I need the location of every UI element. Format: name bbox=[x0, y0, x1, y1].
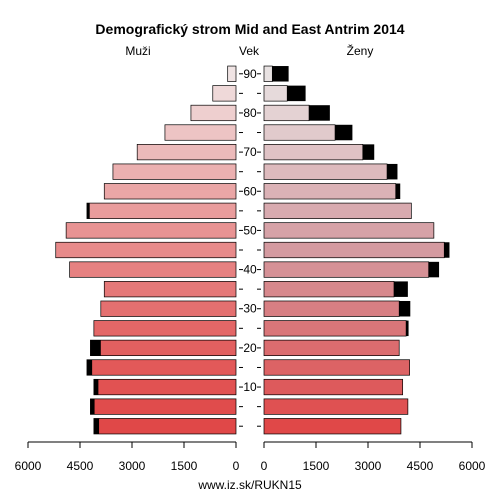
female-excess-75-79 bbox=[335, 124, 353, 141]
female-bar-15-19 bbox=[263, 359, 410, 376]
male-bar-40-44 bbox=[69, 261, 237, 278]
male-excess-10-14 bbox=[93, 379, 99, 395]
age-tick-label: 40 bbox=[243, 263, 257, 277]
age-tick-label: 30 bbox=[243, 302, 257, 316]
male-x-tick-label: 6000 bbox=[15, 459, 42, 473]
female-excess-90+ bbox=[272, 66, 289, 82]
female-bar-70-74 bbox=[263, 144, 364, 161]
female-bar-45-49 bbox=[263, 241, 445, 259]
age-tick-label: 20 bbox=[243, 341, 257, 355]
female-x-tick-label: 1500 bbox=[303, 459, 330, 473]
age-tick-label: 50 bbox=[243, 223, 257, 237]
male-bar-60-64 bbox=[103, 183, 237, 200]
male-bar-5-9 bbox=[90, 398, 237, 415]
female-x-tick-label: 0 bbox=[261, 459, 268, 473]
source-footer: www.iz.sk/RUKN15 bbox=[197, 478, 302, 492]
male-bar-20-24 bbox=[90, 339, 237, 356]
age-tick-label: 60 bbox=[243, 184, 257, 198]
age-tick-label: 90 bbox=[243, 67, 257, 81]
male-x-tick-label: 0 bbox=[233, 459, 240, 473]
female-bar-25-29 bbox=[263, 320, 407, 337]
male-bar-90+ bbox=[227, 65, 237, 82]
female-bar-0-4 bbox=[263, 418, 402, 435]
male-excess-20-24 bbox=[90, 340, 101, 356]
female-bar-5-9 bbox=[263, 398, 409, 415]
female-bar-80-84 bbox=[263, 104, 310, 122]
female-label: Ženy bbox=[347, 43, 374, 58]
male-bar-10-14 bbox=[93, 378, 237, 396]
male-bar-25-29 bbox=[93, 320, 237, 337]
female-bar-90+ bbox=[263, 65, 273, 82]
male-bar-50-54 bbox=[65, 222, 237, 239]
age-tick-label: 10 bbox=[243, 380, 257, 394]
female-excess-60-64 bbox=[395, 183, 401, 200]
axes-group: 10 20 30 40 50 60 70 80 90 6000 4500 3000 1500 0 0 1500… bbox=[15, 67, 486, 473]
chart-title: Demografický strom Mid and East Antrim 2… bbox=[95, 21, 404, 37]
female-bar-30-34 bbox=[263, 300, 400, 317]
male-x-tick-label: 1500 bbox=[171, 459, 198, 473]
female-bar-40-44 bbox=[263, 261, 430, 278]
male-excess-15-19 bbox=[86, 359, 93, 376]
male-bar-80-84 bbox=[190, 104, 237, 122]
female-bar-35-39 bbox=[263, 281, 395, 298]
female-excess-40-44 bbox=[428, 261, 440, 278]
male-bar-70-74 bbox=[136, 144, 237, 161]
female-x-tick-label: 4500 bbox=[407, 459, 434, 473]
male-bar-65-69 bbox=[112, 163, 237, 180]
female-excess-80-84 bbox=[309, 105, 330, 121]
age-tick-label: 80 bbox=[243, 106, 257, 120]
female-excess-85-89 bbox=[287, 85, 306, 102]
female-x-tick-label: 3000 bbox=[355, 459, 382, 473]
male-x-tick-label: 3000 bbox=[119, 459, 146, 473]
male-bar-75-79 bbox=[164, 124, 237, 141]
female-bar-20-24 bbox=[263, 339, 400, 356]
age-tick-label: 70 bbox=[243, 145, 257, 159]
male-excess-0-4 bbox=[93, 418, 100, 434]
male-bar-85-89 bbox=[212, 85, 237, 102]
male-excess-55-59 bbox=[86, 203, 90, 219]
female-bar-60-64 bbox=[263, 183, 397, 200]
female-bar-85-89 bbox=[263, 85, 288, 102]
female-excess-70-74 bbox=[362, 144, 375, 160]
male-label: Muži bbox=[125, 44, 150, 58]
male-excess-5-9 bbox=[90, 398, 95, 415]
female-excess-35-39 bbox=[394, 281, 408, 297]
female-bar-55-59 bbox=[263, 202, 412, 219]
male-bar-0-4 bbox=[93, 418, 237, 435]
female-x-tick-label: 6000 bbox=[459, 459, 486, 473]
male-bar-55-59 bbox=[86, 202, 237, 219]
male-bar-15-19 bbox=[86, 359, 237, 376]
female-bar-65-69 bbox=[263, 163, 388, 180]
female-excess-25-29 bbox=[406, 320, 409, 337]
male-x-tick-label: 4500 bbox=[67, 459, 94, 473]
female-bar-75-79 bbox=[263, 124, 336, 141]
female-excess-45-49 bbox=[444, 242, 450, 258]
male-bar-45-49 bbox=[55, 241, 237, 259]
male-bar-30-34 bbox=[100, 300, 237, 317]
female-bar-50-54 bbox=[263, 222, 435, 239]
bars-group bbox=[55, 65, 450, 435]
age-label: Vek bbox=[239, 44, 260, 58]
female-excess-65-69 bbox=[387, 163, 398, 180]
male-bar-35-39 bbox=[103, 281, 237, 298]
female-bar-10-14 bbox=[263, 378, 404, 396]
female-excess-30-34 bbox=[399, 300, 411, 317]
